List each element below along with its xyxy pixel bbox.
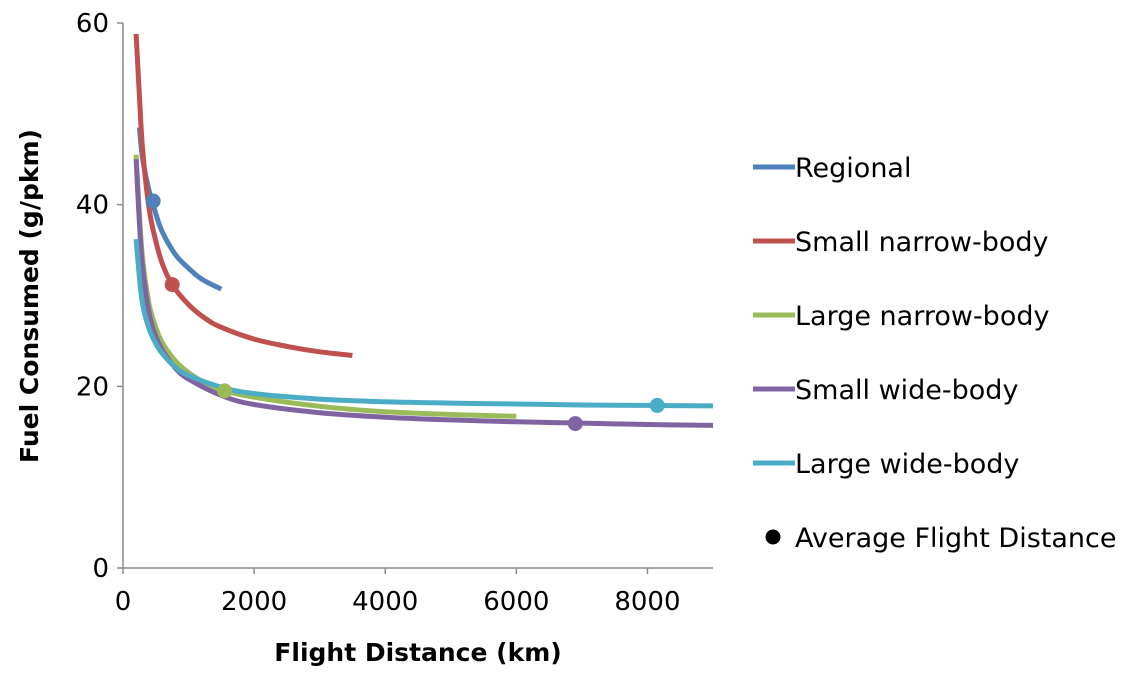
legend-label-small-wide-body: Small wide-body — [795, 375, 1018, 406]
y-tick-label: 60 — [76, 9, 109, 39]
average-distance-marker-large-narrow-body — [217, 383, 233, 399]
x-tick-label: 4000 — [352, 587, 418, 617]
legend: Regional Small narrow-body Large narrow-bo… — [753, 153, 1116, 554]
x-tick-label: 2000 — [221, 587, 287, 617]
average-distance-marker-large-wide-body — [649, 397, 665, 413]
x-tick-label: 0 — [115, 587, 132, 617]
legend-label-small-narrow-body: Small narrow-body — [795, 227, 1049, 258]
average-distance-marker-small-wide-body — [567, 416, 583, 432]
x-axis-ticks: 0 2000 4000 6000 8000 — [115, 568, 681, 617]
legend-label-regional: Regional — [795, 153, 911, 184]
y-tick-label: 40 — [76, 191, 109, 221]
x-axis-title: Flight Distance (km) — [274, 638, 561, 667]
average-distance-marker-regional — [145, 193, 161, 209]
series-layer — [133, 33, 714, 428]
series-line-small-wide-body — [133, 159, 714, 428]
series-line-small-narrow-body — [133, 33, 353, 358]
legend-label-large-narrow-body: Large narrow-body — [795, 301, 1049, 332]
axes: 0 20 40 60 0 2000 4000 6000 8000 — [76, 9, 713, 617]
y-axis-ticks: 0 20 40 60 — [76, 9, 123, 584]
legend-label-average-flight-distance: Average Flight Distance — [795, 523, 1116, 554]
y-tick-label: 0 — [92, 554, 109, 584]
y-tick-label: 20 — [76, 372, 109, 402]
x-tick-label: 6000 — [483, 587, 549, 617]
series-line-large-wide-body — [133, 238, 714, 409]
average-distance-markers — [145, 193, 665, 432]
x-tick-label: 8000 — [614, 587, 680, 617]
legend-label-large-wide-body: Large wide-body — [795, 449, 1019, 480]
y-axis-title: Fuel Consumed (g/pkm) — [15, 129, 44, 463]
legend-swatch-average-flight-distance — [765, 529, 781, 545]
average-distance-marker-small-narrow-body — [164, 277, 180, 293]
